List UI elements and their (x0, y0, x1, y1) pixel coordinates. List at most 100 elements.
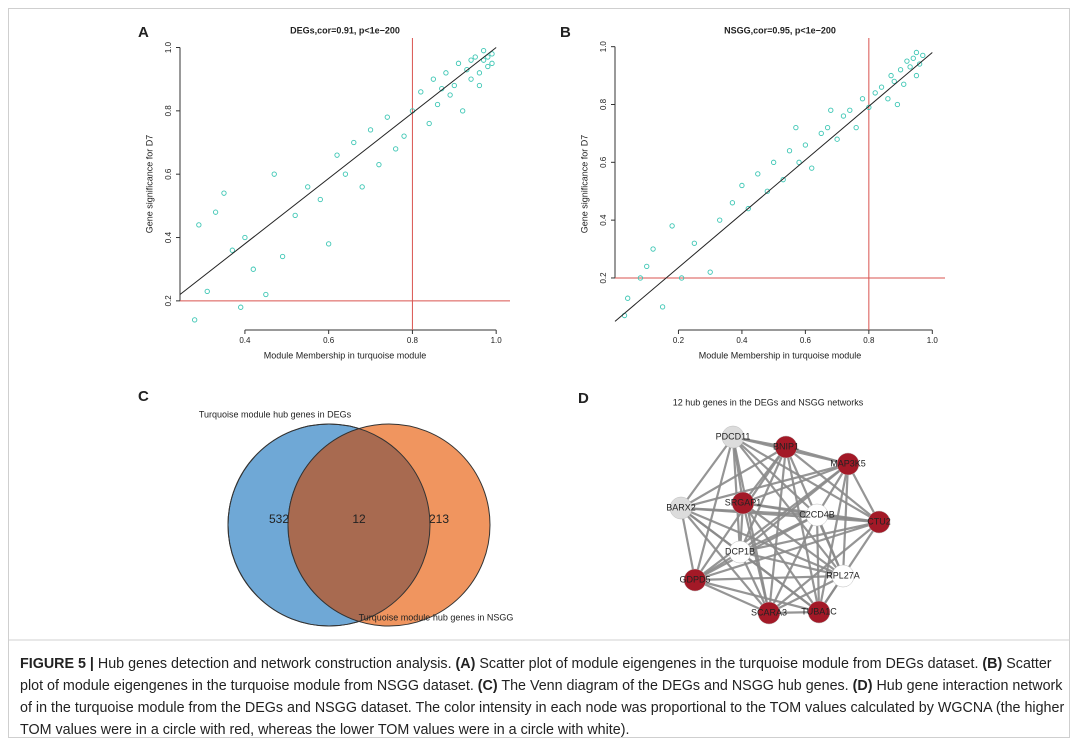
point (447, 92, 453, 98)
caption-text: Scatter plot of module eigengenes in the… (475, 656, 983, 672)
y-tick-label: 0.6 (599, 156, 608, 168)
point (401, 133, 407, 139)
panel-label: D (578, 390, 589, 407)
network-node-label: BNIP1 (773, 441, 799, 451)
network-edge (694, 574, 844, 582)
network-edge (680, 436, 734, 509)
point (840, 113, 847, 119)
network-node (757, 601, 781, 625)
network-edge (680, 506, 880, 524)
point (430, 76, 437, 82)
point (334, 152, 340, 158)
network-node-label: MAP3K5 (830, 458, 866, 468)
y-tick-label: 1.0 (599, 41, 608, 53)
fit-line (614, 52, 933, 322)
point (359, 184, 365, 190)
network-edge (732, 436, 844, 577)
network-node (774, 435, 798, 459)
point (818, 130, 824, 137)
point (242, 234, 248, 241)
point (393, 146, 399, 152)
point (451, 82, 457, 89)
network-edge (739, 520, 880, 554)
network-edge (694, 578, 770, 615)
point (901, 81, 907, 87)
network-edge (785, 446, 880, 523)
network-node (731, 491, 755, 515)
network-node-label: BARX2 (666, 502, 696, 512)
network-node (836, 452, 860, 476)
point (480, 48, 487, 54)
point (367, 127, 374, 133)
point (480, 57, 487, 63)
network-node (721, 425, 745, 449)
point (625, 295, 631, 301)
network-edge (693, 436, 735, 581)
network-node-label: SCARA3 (751, 607, 787, 617)
point (485, 63, 491, 70)
point (847, 107, 853, 113)
network-node-label: PDCD11 (716, 431, 751, 441)
point (755, 171, 761, 177)
point (669, 223, 675, 229)
venn-set-label: Turquoise module hub genes in NSGG (359, 612, 514, 622)
point (238, 304, 244, 310)
point (891, 78, 897, 85)
x-tick-label: 1.0 (491, 336, 503, 345)
point (443, 70, 449, 76)
point (229, 247, 235, 253)
point (263, 291, 269, 298)
venn-value: 12 (352, 512, 366, 526)
caption-text: (C) (477, 678, 498, 694)
point (771, 159, 777, 165)
network-edge (768, 521, 880, 614)
point (904, 58, 910, 64)
point (859, 96, 866, 102)
point (885, 96, 891, 102)
network-title: 12 hub genes in the DEGs and NSGG networ… (673, 397, 864, 407)
network-edge (768, 575, 844, 614)
network-edge (742, 462, 849, 505)
point (910, 55, 916, 61)
venn-value: 213 (429, 512, 449, 526)
venn-overlap (287, 424, 430, 626)
caption-text: Hub gene interaction network of in the t… (20, 678, 1065, 738)
network-node-label: SRGAP1 (725, 497, 762, 507)
venn-outline (227, 423, 431, 627)
x-axis-label: Module Membership in turquoise module (264, 350, 427, 360)
network-node-label: GDPD5 (679, 574, 710, 584)
point (707, 269, 713, 275)
chart-title: DEGs,cor=0.91, p<1e−200 (290, 25, 400, 35)
network-edge (679, 507, 697, 581)
point (637, 275, 644, 281)
point (793, 124, 799, 131)
point (691, 240, 697, 246)
caption-text: FIGURE 5 | (20, 656, 94, 672)
x-tick-label: 0.2 (673, 336, 685, 345)
chart-title: NSGG,cor=0.95, p<1e−200 (724, 25, 836, 35)
point (913, 72, 920, 79)
network-node (807, 600, 831, 624)
point (271, 171, 277, 177)
y-tick-label: 0.4 (164, 231, 173, 243)
x-axis-label: Module Membership in turquoise module (699, 350, 862, 360)
point (434, 101, 441, 108)
figure: A B C D DEGs,cor=0.91, p<1e−200 Module Member… (9, 24, 1070, 641)
point (916, 61, 923, 67)
network-edge (784, 446, 821, 613)
point (326, 241, 332, 247)
network-edge (680, 446, 787, 509)
point (317, 196, 323, 203)
point (678, 275, 685, 281)
network-edge (815, 514, 821, 613)
point (468, 76, 474, 82)
panel-label: C (138, 388, 149, 405)
network-edge (739, 551, 820, 613)
point (476, 70, 483, 76)
network-edge (739, 551, 770, 614)
network-edge (738, 446, 788, 553)
point (872, 90, 878, 96)
point (650, 246, 656, 252)
y-axis-label: Gene significance for D7 (579, 135, 589, 234)
